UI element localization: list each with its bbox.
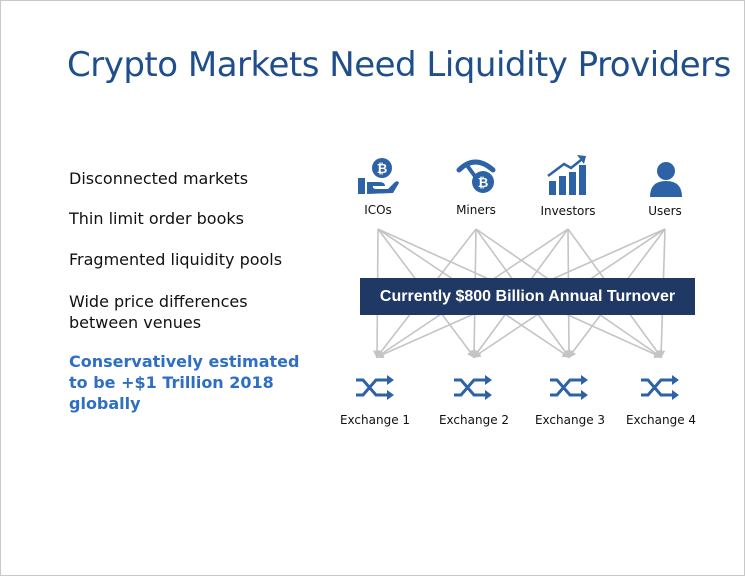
slide-title: Crypto Markets Need Liquidity Providers [67, 45, 731, 85]
exchange-label-2: Exchange 2 [438, 413, 510, 427]
svg-text:₿: ₿ [377, 162, 388, 177]
exchange-1-shuffle-icon [356, 375, 394, 400]
bullet-item: Fragmented liquidity pools [69, 250, 283, 269]
user-icon [650, 162, 682, 197]
source-label-investors: Investors [540, 204, 596, 218]
pickaxe-bitcoin-icon: ₿ [456, 159, 496, 193]
exchange-label-1: Exchange 1 [339, 413, 411, 427]
source-label-miners: Miners [456, 203, 496, 217]
estimate-highlight: Conservatively estimated to be +$1 Trill… [69, 352, 300, 413]
exchange-label-4: Exchange 4 [625, 413, 697, 427]
hand-bitcoin-icon: ₿ [358, 158, 399, 194]
exchange-label-3: Exchange 3 [534, 413, 606, 427]
turnover-banner: Currently $800 Billion Annual Turnover [360, 278, 695, 315]
source-label-icos: ICOs [364, 203, 392, 217]
bullet-item: Wide price differences between venues [69, 292, 248, 332]
exchange-4-shuffle-icon [641, 375, 679, 400]
bullet-item: Disconnected markets [69, 169, 249, 188]
growth-chart-icon [547, 155, 586, 195]
bullet-item: Thin limit order books [69, 209, 244, 228]
source-label-users: Users [648, 204, 682, 218]
svg-text:₿: ₿ [478, 176, 489, 191]
exchange-2-shuffle-icon [454, 375, 492, 400]
exchange-3-shuffle-icon [550, 375, 588, 400]
